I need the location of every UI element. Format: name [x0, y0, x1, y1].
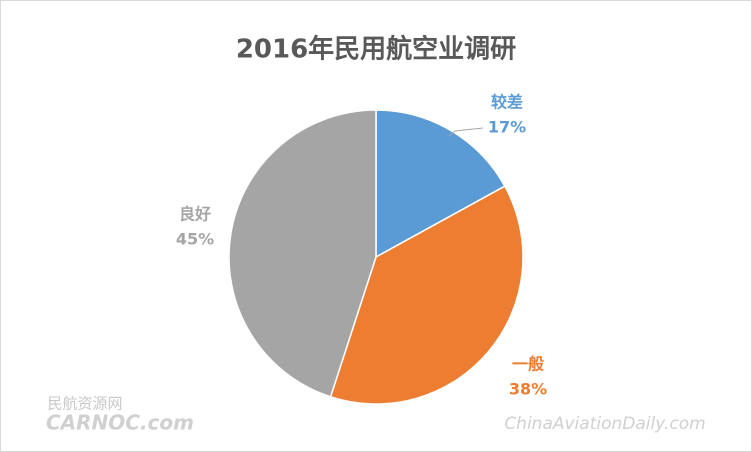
- slice-category-label: 较差: [491, 93, 523, 112]
- pie-slice: [375, 109, 506, 259]
- pie-slice: [329, 185, 524, 405]
- slice-value-label: 17%: [488, 118, 526, 137]
- chart-title: 2016年民用航空业调研: [236, 34, 516, 65]
- watermark: ChinaAviationDaily.com: [504, 414, 705, 434]
- pie: [228, 109, 524, 405]
- slice-value-label: 38%: [509, 380, 547, 399]
- slice-category-label: 良好: [179, 205, 211, 224]
- slice-value-label: 45%: [176, 230, 214, 249]
- pie-slice: [228, 109, 377, 398]
- watermark: CARNOC.com: [46, 411, 194, 435]
- slice-category-label: 一般: [512, 355, 544, 374]
- watermark: 民航资源网: [47, 395, 122, 413]
- leader-line: [448, 127, 484, 137]
